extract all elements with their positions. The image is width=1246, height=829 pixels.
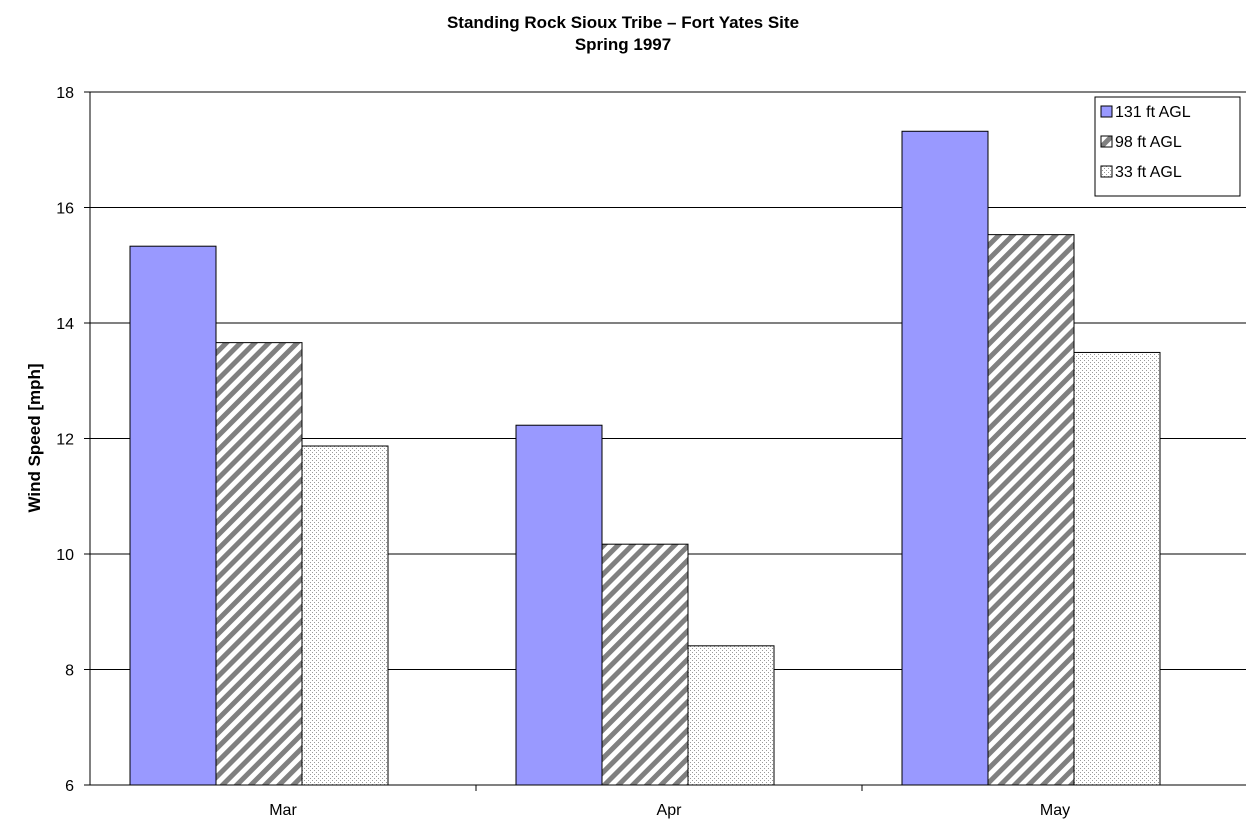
y-tick-label: 8	[65, 663, 74, 680]
chart-subtitle: Spring 1997	[574, 35, 672, 54]
legend-label: 131 ft AGL	[1115, 104, 1191, 121]
y-tick-label: 18	[56, 85, 74, 102]
y-tick-label: 6	[65, 778, 74, 795]
x-tick-label: Mar	[269, 802, 297, 819]
bar	[301, 445, 389, 786]
legend-label: 98 ft AGL	[1115, 134, 1182, 151]
x-tick-label: Apr	[657, 802, 683, 819]
bar	[901, 130, 989, 786]
legend-swatch	[1100, 165, 1113, 178]
legend-box	[1094, 96, 1241, 197]
y-tick-label: 12	[56, 432, 74, 449]
bar	[1073, 351, 1161, 786]
y-tick-label: 10	[56, 547, 74, 564]
chart-title: Standing Rock Sioux Tribe – Fort Yates S…	[446, 13, 800, 32]
bar	[129, 245, 217, 786]
y-axis-label: Wind Speed [mph]	[25, 363, 44, 512]
y-tick-label: 16	[56, 201, 74, 218]
y-tick-label: 14	[56, 316, 74, 333]
legend-swatch	[1100, 105, 1113, 118]
bar	[987, 234, 1075, 786]
legend-swatch	[1100, 135, 1113, 148]
x-tick-label: May	[1040, 802, 1070, 819]
bar	[215, 342, 303, 786]
legend: 131 ft AGL 98 ft AGL 33 ft AGL	[1094, 96, 1241, 197]
bar	[601, 543, 689, 786]
legend-label: 33 ft AGL	[1115, 164, 1182, 181]
bar	[687, 645, 775, 786]
bar	[515, 424, 603, 786]
